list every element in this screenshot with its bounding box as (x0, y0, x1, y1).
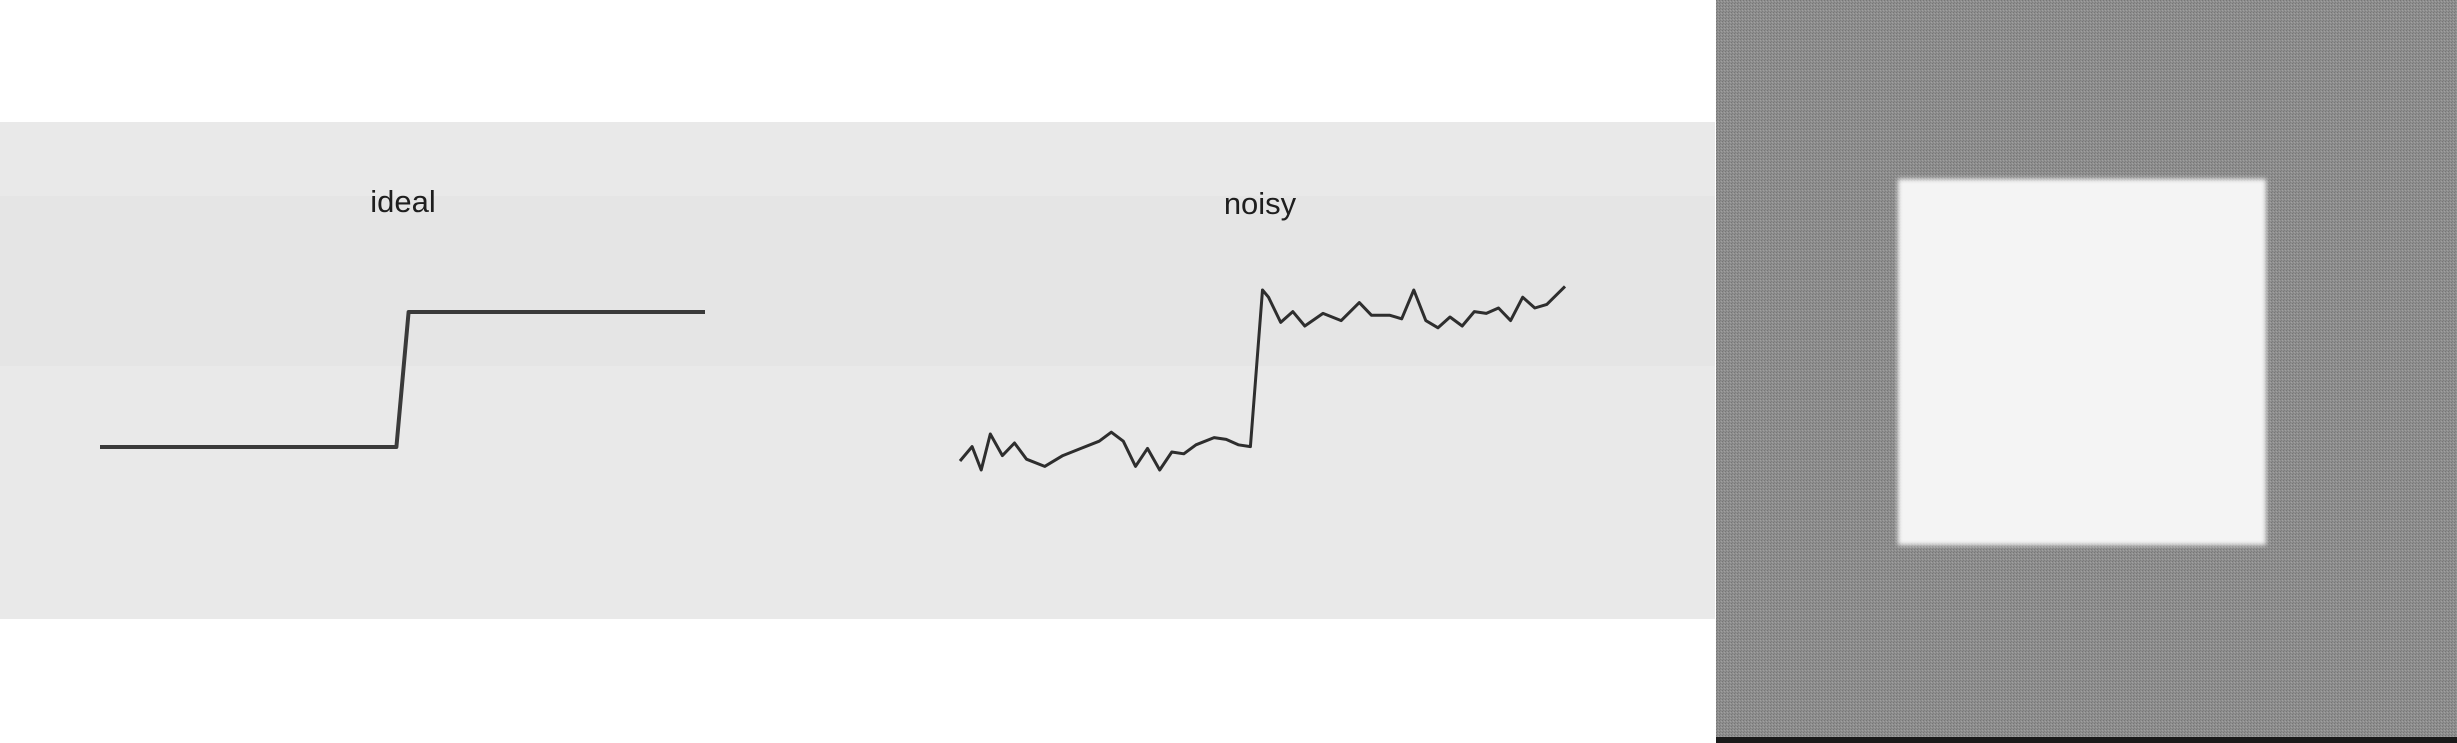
bright-square (1898, 179, 2266, 545)
bottom-edge (1716, 737, 2457, 743)
noisy-panel: noisy (958, 186, 1567, 472)
plot-backdrop-band (0, 196, 1715, 366)
ideal-step-line (100, 310, 705, 449)
noisy-signal-line (958, 285, 1567, 472)
ideal-label: ideal (370, 184, 436, 219)
noisy-label: noisy (1224, 186, 1297, 221)
image-panel (1716, 0, 2457, 743)
ideal-panel: ideal (100, 184, 705, 449)
